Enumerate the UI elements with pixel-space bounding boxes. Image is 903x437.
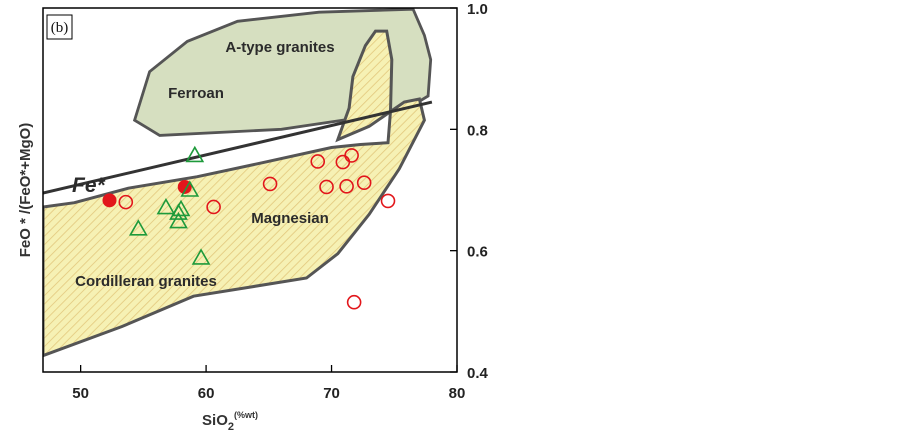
panel-label: (b) xyxy=(51,20,69,36)
x-tick-label-3: 80 xyxy=(449,385,466,402)
open-triangle-marker-2-0 xyxy=(128,219,148,236)
magnesian-label: Magnesian xyxy=(251,210,329,227)
x-axis-title: SiO2(%wt) xyxy=(202,410,258,433)
plot-frame xyxy=(42,7,458,373)
open-circle-marker-1-1 xyxy=(206,199,221,215)
open-circle-marker-1-4 xyxy=(319,179,334,195)
plot-regions xyxy=(43,8,433,358)
filled-circle-marker-0-0 xyxy=(102,193,117,208)
x-tick-label-2: 70 xyxy=(323,385,340,402)
open-circle-marker-1-6 xyxy=(339,179,354,194)
x-axis-title-superscript: (%wt) xyxy=(234,410,258,420)
fe-star-label: Fe* xyxy=(72,174,106,197)
y-axis-title: FeO * /(FeO*+MgO) xyxy=(17,123,34,258)
open-circle-marker-1-2 xyxy=(262,176,278,192)
x-axis-title-main: SiO xyxy=(202,412,228,429)
open-triangle-marker-2-4 xyxy=(171,199,191,217)
fe-star-boundary-line xyxy=(43,100,433,195)
y-tick-label-0: 0.4 xyxy=(467,365,489,382)
open-triangle-marker-2-5 xyxy=(180,180,200,197)
x-tick-label-0: 50 xyxy=(72,385,89,402)
x-axis-title-subscript: 2 xyxy=(228,421,234,433)
a-type-granites-label: A-type granites xyxy=(225,39,334,56)
cordilleran-granites-label: Cordilleran granites xyxy=(75,273,217,290)
open-circle-marker-1-9 xyxy=(380,193,396,209)
y-tick-label-3: 1.0 xyxy=(467,1,488,18)
cordilleran-magnesian-region xyxy=(43,29,426,358)
x-axis-ticks: 50 60 70 80 xyxy=(72,365,465,402)
open-circle-marker-1-8 xyxy=(356,175,372,191)
open-triangle-marker-2-2 xyxy=(169,211,188,229)
y-tick-label-2: 0.8 xyxy=(467,122,488,139)
y-tick-label-1: 0.6 xyxy=(467,244,488,261)
open-circle-marker-1-3 xyxy=(310,154,326,169)
open-circle-marker-1-10 xyxy=(346,294,362,310)
x-tick-label-1: 60 xyxy=(198,385,215,402)
open-circle-marker-1-0 xyxy=(118,194,134,210)
ferroan-label: Ferroan xyxy=(168,85,224,102)
open-circle-marker-1-7 xyxy=(344,148,359,163)
open-triangle-marker-2-6 xyxy=(185,145,205,163)
open-triangle-marker-2-7 xyxy=(191,248,211,265)
y-axis-ticks: 0.4 0.6 0.8 1.0 xyxy=(450,1,489,382)
open-triangle-marker-2-1 xyxy=(156,197,176,215)
data-markers xyxy=(102,145,396,310)
panel-label-box xyxy=(46,14,73,40)
